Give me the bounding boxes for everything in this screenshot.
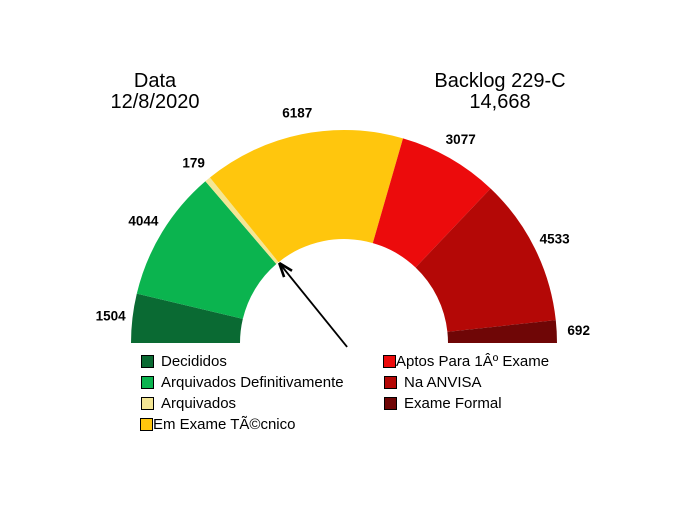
- legend-label: Aptos Para 1Âº Exame: [396, 353, 550, 370]
- gauge-segment: [136, 181, 277, 319]
- segment-value-label: 692: [567, 323, 590, 338]
- right-title-line2: 14,668: [469, 91, 531, 113]
- segment-value-label: 6187: [282, 106, 312, 121]
- legend-item: Arquivados: [141, 393, 344, 414]
- legend-item: Em Exame TÃ©cnico: [140, 414, 344, 435]
- arrow-annotation-shaft: [278, 262, 348, 348]
- legend-label: Exame Formal: [404, 395, 502, 412]
- legend-swatch: [140, 418, 153, 431]
- legend-item: Decididos: [141, 351, 344, 372]
- right-title-line1: Backlog 229-C: [434, 70, 566, 92]
- gauge-segment: [131, 293, 243, 343]
- gauge-segment: [205, 177, 279, 265]
- left-title-line1: Data: [133, 70, 177, 92]
- legend-right: Aptos Para 1Âº Exame Na ANVISA Exame Forma…: [383, 351, 550, 414]
- legend-left: Decididos Arquivados Definitivamente Arqui…: [140, 351, 344, 435]
- legend-label: Em Exame TÃ©cnico: [153, 416, 296, 433]
- legend-item: Na ANVISA: [384, 372, 549, 393]
- gauge-segment: [209, 129, 403, 263]
- legend-label: Decididos: [161, 353, 227, 370]
- legend-label: Arquivados Definitivamente: [161, 374, 344, 391]
- segment-value-label: 4533: [540, 232, 571, 247]
- arrow-annotation-head: [278, 261, 293, 272]
- gauge-segment: [415, 188, 556, 332]
- legend-swatch: [141, 397, 154, 410]
- legend-swatch: [384, 376, 397, 389]
- segment-value-label: 3077: [446, 132, 476, 147]
- left-title-line2: 12/8/2020: [110, 91, 200, 113]
- legend-item: Aptos Para 1Âº Exame: [383, 351, 550, 372]
- legend-item: Exame Formal: [384, 393, 549, 414]
- arrow-annotation-head: [277, 262, 286, 278]
- left-title: Data 12/8/2020: [45, 71, 265, 113]
- legend-swatch: [141, 376, 154, 389]
- legend-swatch: [141, 355, 154, 368]
- legend-swatch: [383, 355, 396, 368]
- segment-value-label: 4044: [128, 213, 159, 228]
- legend-item: Arquivados Definitivamente: [141, 372, 344, 393]
- legend-label: Na ANVISA: [404, 374, 482, 391]
- legend-label: Arquivados: [161, 395, 237, 412]
- gauge-segment: [372, 138, 491, 268]
- segment-value-label: 1504: [96, 308, 127, 323]
- segment-value-label: 179: [182, 155, 205, 170]
- right-title: Backlog 229-C 14,668: [390, 71, 610, 113]
- legend-swatch: [384, 397, 397, 410]
- gauge-segment: [447, 320, 557, 343]
